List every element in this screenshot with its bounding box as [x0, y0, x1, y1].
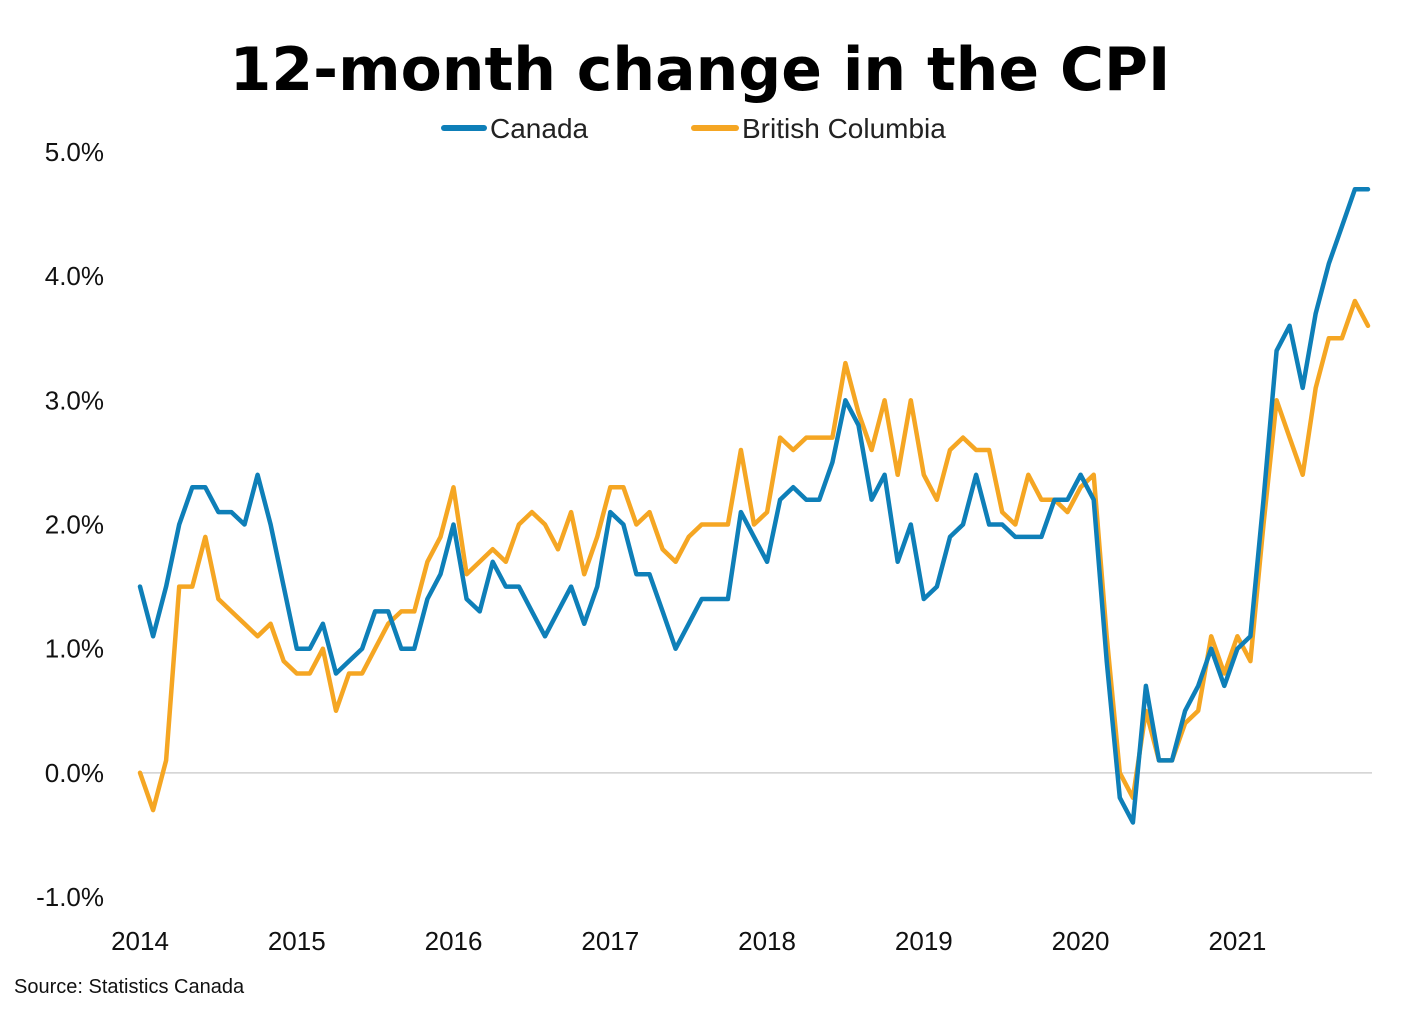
y-tick-label: 5.0% [45, 137, 104, 167]
x-axis: 2014 2015 2016 2017 2018 2019 2020 2021 [111, 926, 1266, 956]
y-tick-label: 4.0% [45, 261, 104, 291]
series-line-british-columbia [137, 298, 1371, 813]
legend-label-canada: Canada [490, 113, 589, 144]
y-tick-label: 0.0% [45, 758, 104, 788]
x-tick-label: 2018 [738, 926, 796, 956]
legend-label-british-columbia: British Columbia [742, 113, 946, 144]
x-tick-label: 2016 [425, 926, 483, 956]
y-tick-label: 1.0% [45, 634, 104, 664]
x-tick-label: 2020 [1052, 926, 1110, 956]
y-tick-label: 3.0% [45, 385, 104, 415]
y-tick-label: 2.0% [45, 510, 104, 540]
x-tick-label: 2015 [268, 926, 326, 956]
y-axis: -1.0% 0.0% 1.0% 2.0% 3.0% 4.0% 5.0% [36, 137, 104, 912]
x-tick-label: 2014 [111, 926, 169, 956]
x-tick-label: 2021 [1208, 926, 1266, 956]
x-tick-label: 2019 [895, 926, 953, 956]
legend: Canada British Columbia [441, 113, 946, 144]
x-tick-label: 2017 [581, 926, 639, 956]
series-layer [137, 187, 1371, 825]
chart-title: 12-month change in the CPI [230, 35, 1171, 105]
source-note: Source: Statistics Canada [14, 976, 245, 998]
y-tick-label: -1.0% [36, 882, 104, 912]
series-line-canada [137, 187, 1371, 825]
